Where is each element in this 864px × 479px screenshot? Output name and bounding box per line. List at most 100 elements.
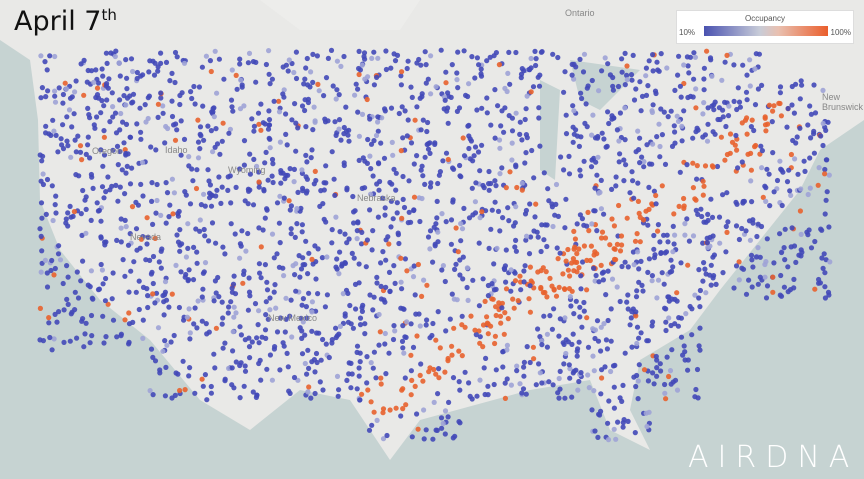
listing-dot (380, 249, 386, 255)
listing-dot (360, 155, 366, 161)
listing-dot (530, 344, 537, 350)
listing-dot (128, 56, 135, 62)
listing-dot (171, 190, 177, 196)
listing-dot (292, 272, 298, 278)
listing-dot (478, 73, 485, 79)
listing-dot (602, 235, 609, 241)
listing-dot (246, 188, 252, 194)
listing-dot (450, 375, 457, 381)
listing-dot (390, 216, 396, 222)
listing-dot (472, 75, 478, 81)
listing-dot (122, 317, 128, 323)
listing-dot (610, 87, 617, 93)
listing-dot (140, 193, 146, 199)
listing-dot (656, 121, 662, 127)
listing-dot (245, 60, 251, 66)
listing-dot (400, 386, 406, 392)
listing-dot (52, 93, 58, 99)
listing-dot (172, 49, 179, 56)
listing-dot (110, 147, 116, 153)
listing-dot (592, 208, 598, 214)
listing-dot (174, 127, 180, 133)
listing-dot (568, 303, 574, 309)
listing-dot (753, 142, 759, 149)
listing-dot (79, 318, 85, 324)
listing-dot (72, 137, 78, 143)
listing-dot (440, 420, 446, 426)
listing-dot (160, 348, 166, 354)
listing-dot (303, 124, 309, 130)
listing-dot (77, 149, 84, 155)
listing-dot (823, 157, 830, 163)
listing-dot (315, 81, 321, 87)
listing-dot (596, 190, 602, 196)
listing-dot (94, 92, 101, 98)
listing-dot (109, 296, 115, 302)
listing-dot (499, 300, 505, 306)
listing-dot (650, 141, 656, 147)
listing-dot (48, 132, 54, 138)
listing-dot (471, 153, 477, 159)
listing-dot (704, 138, 711, 144)
listing-dot (533, 382, 539, 388)
listing-dot (226, 130, 232, 136)
listing-dot (117, 148, 123, 155)
listing-dot (657, 239, 663, 245)
listing-dot (365, 387, 371, 393)
listing-dot (312, 243, 318, 249)
listing-dot (334, 373, 341, 379)
listing-dot (237, 255, 243, 261)
listing-dot (355, 109, 361, 115)
listing-dot (329, 227, 335, 233)
listing-dot (570, 139, 576, 145)
listing-dot (459, 322, 465, 328)
listing-dot (669, 143, 676, 149)
listing-dot (755, 281, 761, 287)
listing-dot (384, 432, 390, 439)
listing-dot (297, 274, 303, 280)
listing-dot (635, 128, 641, 134)
listing-dot (103, 275, 109, 282)
listing-dot (693, 86, 699, 92)
listing-dot (748, 252, 755, 258)
listing-dot (346, 236, 352, 242)
listing-dot (354, 236, 360, 242)
listing-dot (629, 344, 635, 350)
listing-dot (646, 184, 652, 190)
listing-dot (187, 330, 193, 336)
listing-dot (382, 330, 388, 337)
listing-dot (663, 396, 669, 402)
listing-dot (164, 190, 171, 196)
listing-dot (374, 417, 380, 423)
listing-dot (422, 49, 428, 55)
listing-dot (582, 120, 588, 126)
listing-dot (122, 147, 128, 153)
listing-dot (579, 324, 585, 330)
listing-dot (254, 335, 260, 341)
listing-dot (230, 281, 237, 287)
listing-dot (780, 169, 786, 175)
listing-dot (99, 66, 105, 72)
listing-dot (720, 192, 726, 198)
listing-dot (649, 278, 655, 284)
listing-dot (334, 333, 340, 339)
listing-dot (555, 54, 561, 61)
listing-dot (367, 153, 373, 159)
listing-dot (572, 236, 579, 242)
listing-dot (129, 204, 136, 210)
listing-dot (221, 76, 227, 82)
listing-dot (298, 266, 305, 272)
listing-dot (304, 315, 310, 321)
listing-dot (652, 88, 659, 94)
listing-dot (38, 95, 44, 101)
listing-dot (743, 228, 749, 234)
listing-dot (724, 52, 730, 59)
listing-dot (598, 235, 605, 241)
listing-dot (421, 277, 427, 283)
listing-dot (322, 116, 328, 122)
listing-dot (201, 226, 207, 233)
listing-dot (226, 304, 232, 310)
listing-dot (457, 257, 463, 263)
listing-dot (789, 225, 795, 231)
